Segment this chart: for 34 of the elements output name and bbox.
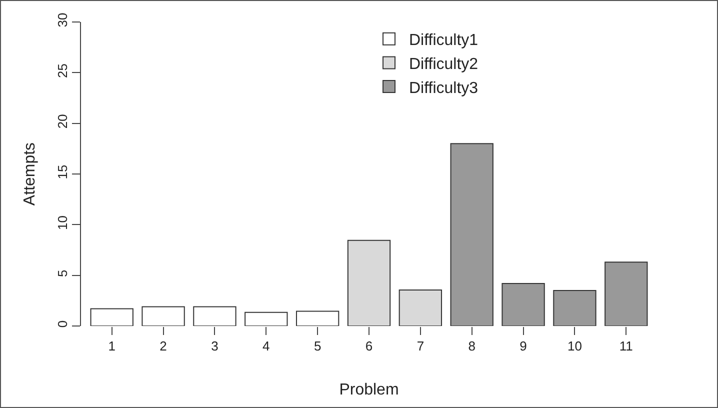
bar (296, 310, 340, 326)
y-tick-label: 30 (54, 12, 70, 28)
bar (142, 306, 185, 326)
bar (244, 312, 288, 326)
x-tick-label: 9 (520, 338, 527, 354)
bar (398, 290, 442, 326)
bar (90, 308, 134, 326)
y-tick-label: 15 (54, 164, 70, 180)
x-tick-label: 8 (468, 338, 476, 354)
legend-label: Difficulty2 (409, 56, 478, 73)
bar (193, 306, 236, 326)
y-tick-label: 10 (54, 215, 70, 230)
bar (450, 143, 494, 326)
bar (604, 262, 648, 326)
legend-label: Difficulty3 (409, 80, 478, 97)
x-tick-label: 3 (211, 338, 218, 354)
x-tick-label: 11 (619, 338, 633, 354)
y-tick-label: 5 (54, 270, 70, 277)
x-tick-label: 5 (314, 338, 322, 354)
y-tick-label: 25 (54, 63, 70, 78)
bar (553, 290, 596, 326)
x-tick-label: 7 (416, 338, 424, 354)
x-tick-label: 6 (365, 338, 373, 354)
y-tick-label: 0 (54, 320, 70, 328)
x-tick-label: 4 (262, 338, 270, 354)
y-tick-label: 20 (54, 114, 70, 129)
bar (502, 282, 545, 326)
legend-label: Difficulty1 (409, 32, 478, 50)
x-tick-label: 1 (108, 338, 116, 354)
x-axis-title: Problem (339, 381, 399, 398)
bar (347, 240, 391, 326)
x-tick-label: 10 (567, 338, 582, 354)
x-tick-label: 2 (160, 338, 167, 354)
y-axis-title: Attempts (22, 142, 39, 206)
